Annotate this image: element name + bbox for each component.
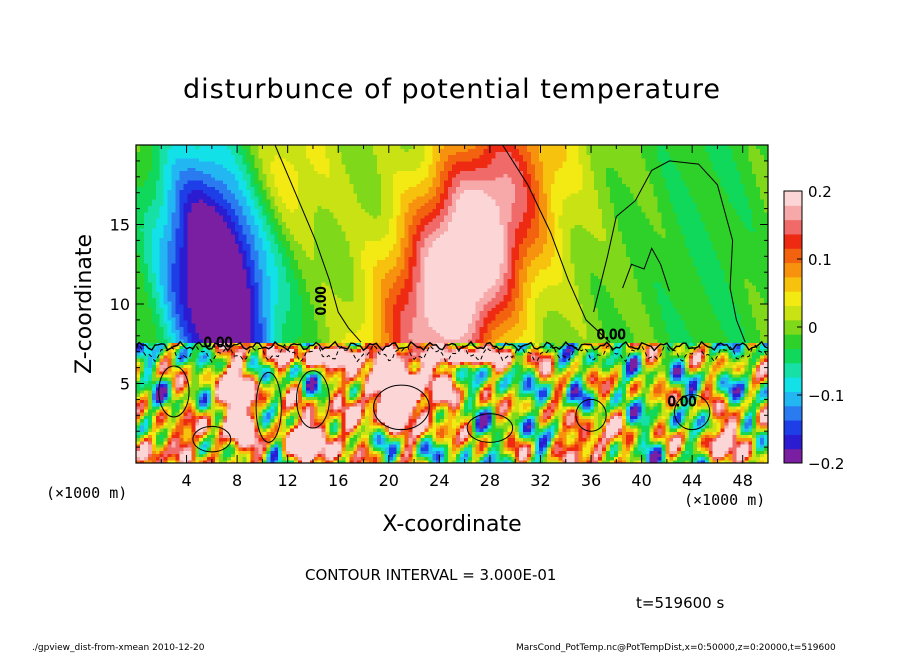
contour-label: 0.00 xyxy=(597,328,626,343)
colorbar-swatch xyxy=(784,319,802,335)
colorbar-swatch xyxy=(784,262,802,278)
x-tick-label: 24 xyxy=(429,471,449,490)
colorbar-swatch xyxy=(784,276,802,292)
colorbar-swatch xyxy=(784,233,802,249)
colorbar-swatch xyxy=(784,362,802,378)
colorbar-swatch xyxy=(784,348,802,364)
time-label: t=519600 s xyxy=(636,594,725,612)
x-tick-label: 32 xyxy=(530,471,550,490)
colorbar-swatch xyxy=(784,191,802,206)
colorbar-swatch xyxy=(784,291,802,307)
x-tick-label: 8 xyxy=(232,471,242,490)
y-unit-label: (×1000 m) xyxy=(684,491,766,509)
footer-command: ./gpview_dist-from-xmean 2010-12-20 xyxy=(32,643,205,653)
colorbar-swatch xyxy=(784,248,802,264)
colorbar-swatch xyxy=(784,334,802,349)
y-tick-label: 5 xyxy=(120,375,130,394)
contour-label: 0.00 xyxy=(315,286,330,315)
y-tick-label: 15 xyxy=(110,216,130,235)
x-tick-label: 12 xyxy=(278,471,298,490)
colorbar-swatch xyxy=(784,448,802,464)
y-tick-label: 10 xyxy=(110,295,130,314)
colorbar-label: 0.1 xyxy=(808,251,832,269)
x-tick-label: 28 xyxy=(480,471,500,490)
y-axis-label: Z-coordinate xyxy=(72,234,97,374)
colorbar-swatch xyxy=(784,305,802,321)
chart-title: disturbunce of potential temperature xyxy=(183,74,721,105)
colorbar-swatch xyxy=(784,377,802,392)
contour-lines: 0.00 0.00 0.00 0.00 xyxy=(136,145,768,453)
contour-label: 0.00 xyxy=(668,395,697,410)
x-tick-label: 16 xyxy=(328,471,348,490)
colorbar-label: 0.2 xyxy=(808,183,832,201)
contour-interval-label: CONTOUR INTERVAL = 3.000E-01 xyxy=(305,566,557,584)
x-tick-label: 40 xyxy=(631,471,651,490)
colorbar-swatch xyxy=(784,219,802,235)
colorbar-swatch xyxy=(784,405,802,421)
colorbar-label: −0.1 xyxy=(808,387,844,405)
colorbar-label: 0 xyxy=(808,319,818,337)
x-tick-label: 44 xyxy=(682,471,702,490)
colorbar-swatch xyxy=(784,420,802,435)
colorbar-swatch xyxy=(784,205,802,221)
colorbar-swatch xyxy=(784,391,802,407)
x-tick-label: 48 xyxy=(733,471,753,490)
colorbar-swatch xyxy=(784,434,802,450)
footer-source: MarsCond_PotTemp.nc@PotTempDist,x=0:5000… xyxy=(516,643,836,653)
heatmap-field xyxy=(136,145,768,463)
x-tick-label: 4 xyxy=(181,471,191,490)
x-tick-label: 20 xyxy=(379,471,399,490)
colorbar-label: −0.2 xyxy=(808,455,844,473)
x-unit-label: (×1000 m) xyxy=(46,484,128,502)
x-axis-label: X-coordinate xyxy=(382,512,522,537)
x-tick-label: 36 xyxy=(581,471,601,490)
contour-label: 0.00 xyxy=(204,336,233,351)
